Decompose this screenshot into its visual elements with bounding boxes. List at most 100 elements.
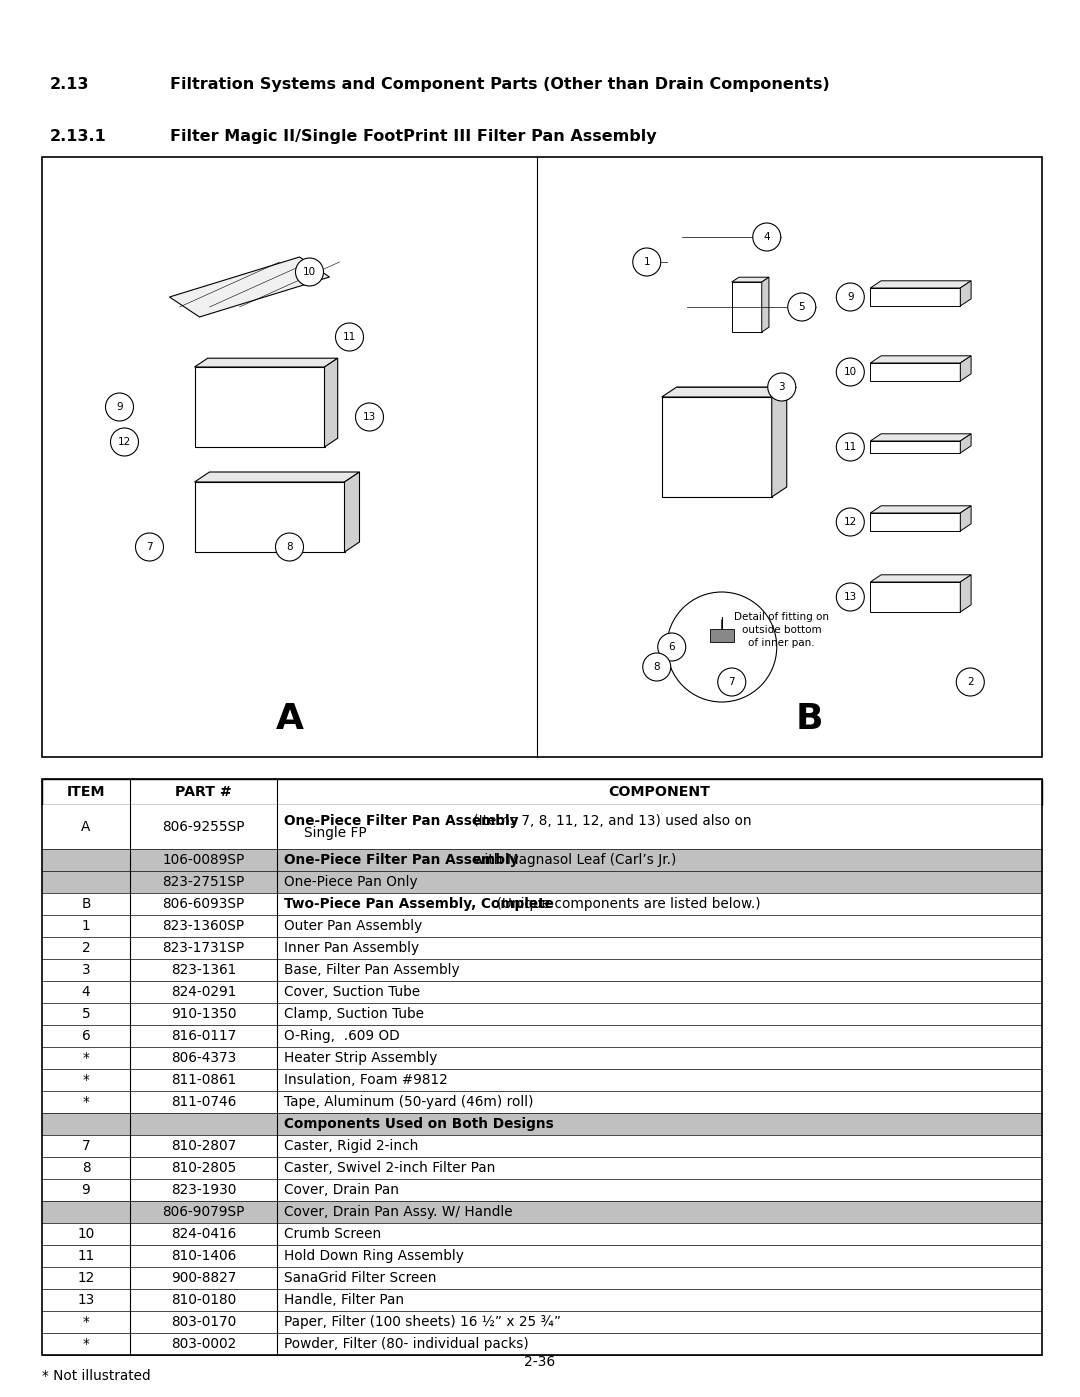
Bar xyxy=(42,780,1042,805)
Text: 5: 5 xyxy=(82,1007,91,1021)
Bar xyxy=(42,937,1042,958)
Circle shape xyxy=(956,668,984,696)
Bar xyxy=(42,893,1042,915)
Text: ITEM: ITEM xyxy=(67,785,105,799)
Text: 2: 2 xyxy=(967,678,973,687)
Polygon shape xyxy=(870,356,971,363)
Text: 803-0002: 803-0002 xyxy=(171,1337,237,1351)
Text: Cover, Drain Pan Assy. W/ Handle: Cover, Drain Pan Assy. W/ Handle xyxy=(284,1206,513,1220)
Text: *: * xyxy=(83,1095,90,1109)
Text: Components Used on Both Designs: Components Used on Both Designs xyxy=(284,1118,554,1132)
Circle shape xyxy=(768,373,796,401)
Polygon shape xyxy=(194,358,338,367)
Text: 910-1350: 910-1350 xyxy=(171,1007,237,1021)
Bar xyxy=(42,1289,1042,1310)
Text: B: B xyxy=(81,897,91,911)
Circle shape xyxy=(787,293,815,321)
Text: 6: 6 xyxy=(82,1030,91,1044)
Circle shape xyxy=(658,633,686,661)
Polygon shape xyxy=(870,513,960,531)
Circle shape xyxy=(275,534,303,562)
Text: 11: 11 xyxy=(78,1249,95,1263)
Text: 816-0117: 816-0117 xyxy=(171,1030,237,1044)
Text: Insulation, Foam #9812: Insulation, Foam #9812 xyxy=(284,1073,448,1087)
Text: 810-2807: 810-2807 xyxy=(171,1139,237,1153)
Text: 13: 13 xyxy=(78,1294,95,1308)
Circle shape xyxy=(836,433,864,461)
Polygon shape xyxy=(870,441,960,453)
Bar xyxy=(42,1245,1042,1267)
Text: One-Piece Filter Pan Assembly: One-Piece Filter Pan Assembly xyxy=(284,854,518,868)
Circle shape xyxy=(836,284,864,312)
Bar xyxy=(42,915,1042,937)
Polygon shape xyxy=(772,387,786,497)
Bar xyxy=(42,1222,1042,1245)
Text: COMPONENT: COMPONENT xyxy=(608,785,711,799)
Text: 824-0416: 824-0416 xyxy=(171,1227,237,1241)
Bar xyxy=(42,1267,1042,1289)
Polygon shape xyxy=(170,257,329,317)
Text: One-Piece Pan Only: One-Piece Pan Only xyxy=(284,875,418,888)
Text: 11: 11 xyxy=(843,441,856,453)
Text: 106-0089SP: 106-0089SP xyxy=(162,854,245,868)
Text: Outer Pan Assembly: Outer Pan Assembly xyxy=(284,919,422,933)
Text: 12: 12 xyxy=(843,517,856,527)
Bar xyxy=(42,156,1042,757)
Text: Cover, Drain Pan: Cover, Drain Pan xyxy=(284,1183,399,1197)
Polygon shape xyxy=(960,506,971,531)
Text: Heater Strip Assembly: Heater Strip Assembly xyxy=(284,1051,437,1065)
Text: 1: 1 xyxy=(82,919,91,933)
Text: 806-9079SP: 806-9079SP xyxy=(162,1206,245,1220)
Text: 2: 2 xyxy=(82,942,91,956)
Polygon shape xyxy=(960,574,971,612)
Circle shape xyxy=(836,509,864,536)
Polygon shape xyxy=(194,367,324,447)
Bar xyxy=(42,1333,1042,1355)
Text: with Magnasol Leaf (Carl’s Jr.): with Magnasol Leaf (Carl’s Jr.) xyxy=(469,854,676,868)
Text: Caster, Swivel 2-inch Filter Pan: Caster, Swivel 2-inch Filter Pan xyxy=(284,1161,496,1175)
Text: Handle, Filter Pan: Handle, Filter Pan xyxy=(284,1294,404,1308)
Polygon shape xyxy=(870,574,971,583)
Polygon shape xyxy=(870,583,960,612)
Circle shape xyxy=(836,583,864,610)
Bar xyxy=(42,1069,1042,1091)
Text: 811-0746: 811-0746 xyxy=(171,1095,237,1109)
Polygon shape xyxy=(662,387,786,397)
Circle shape xyxy=(336,323,364,351)
Text: 823-1930: 823-1930 xyxy=(171,1183,237,1197)
Text: 9: 9 xyxy=(82,1183,91,1197)
Text: 803-0170: 803-0170 xyxy=(171,1315,237,1329)
Text: *: * xyxy=(83,1051,90,1065)
Polygon shape xyxy=(324,358,338,447)
Text: Caster, Rigid 2-inch: Caster, Rigid 2-inch xyxy=(284,1139,418,1153)
Polygon shape xyxy=(732,282,761,332)
Text: A: A xyxy=(275,703,303,736)
Text: 13: 13 xyxy=(843,592,856,602)
Text: * Not illustrated: * Not illustrated xyxy=(42,1369,150,1383)
Bar xyxy=(42,1157,1042,1179)
Circle shape xyxy=(643,652,671,680)
Text: 4: 4 xyxy=(764,232,770,242)
Bar xyxy=(42,1201,1042,1222)
Polygon shape xyxy=(870,363,960,381)
Bar xyxy=(42,1134,1042,1157)
Text: 9: 9 xyxy=(117,402,123,412)
Text: 824-0291: 824-0291 xyxy=(171,985,237,999)
Text: 806-6093SP: 806-6093SP xyxy=(162,897,245,911)
Text: Detail of fitting on
outside bottom
of inner pan.: Detail of fitting on outside bottom of i… xyxy=(734,612,829,648)
Circle shape xyxy=(836,358,864,386)
Text: 5: 5 xyxy=(798,302,805,312)
Polygon shape xyxy=(960,434,971,453)
Text: 3: 3 xyxy=(779,381,785,393)
Circle shape xyxy=(135,534,163,562)
Text: Paper, Filter (100 sheets) 16 ½” x 25 ¾”: Paper, Filter (100 sheets) 16 ½” x 25 ¾” xyxy=(284,1315,561,1329)
Text: SanaGrid Filter Screen: SanaGrid Filter Screen xyxy=(284,1271,436,1285)
Text: Filter Magic II/Single FootPrint III Filter Pan Assembly: Filter Magic II/Single FootPrint III Fil… xyxy=(170,129,657,144)
Text: 900-8827: 900-8827 xyxy=(171,1271,237,1285)
Text: 1: 1 xyxy=(644,257,650,267)
Text: Inner Pan Assembly: Inner Pan Assembly xyxy=(284,942,419,956)
Polygon shape xyxy=(194,482,345,552)
Circle shape xyxy=(718,668,746,696)
Text: 10: 10 xyxy=(78,1227,95,1241)
Text: 810-1406: 810-1406 xyxy=(171,1249,237,1263)
